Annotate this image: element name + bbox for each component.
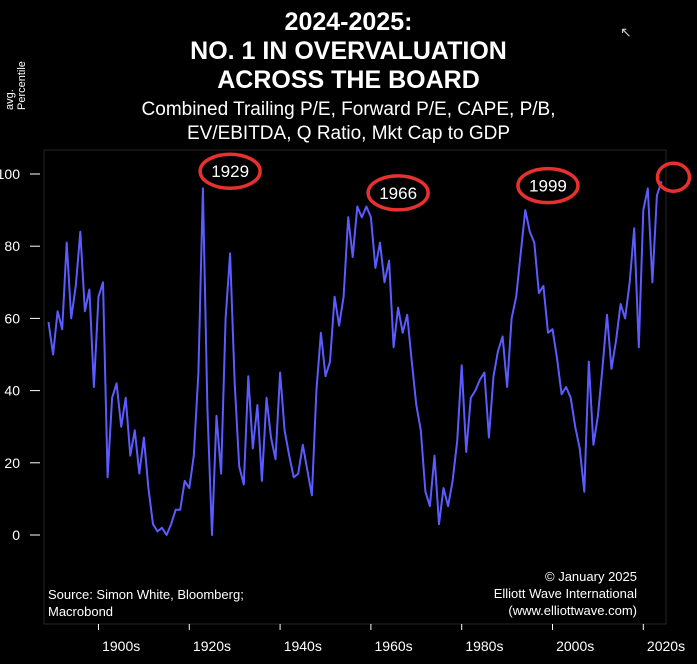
x-tick-label-1940s: 1940s [284,638,322,654]
source-note: Source: Simon White, Bloomberg; Macrobon… [48,586,244,620]
x-tick-label-1900s: 1900s [102,638,140,654]
chart-title-line-3: ACROSS THE BOARD [217,66,480,94]
y-tick-label-60: 60 [4,310,20,326]
chart-subtitle-line-1: Combined Trailing P/E, Forward P/E, CAPE… [141,99,556,120]
y-tick-label-20: 20 [4,455,20,471]
mouse-cursor-icon: ↖ [620,24,632,40]
credit-line-2: Elliott Wave International [493,586,637,601]
y-tick-label-80: 80 [4,238,20,254]
annotation-label-1929: 1929 [211,162,249,181]
series-line-0 [47,180,663,536]
annotation-circle-1999 [516,166,580,205]
x-tick-label-2000s: 2000s [556,638,594,654]
source-line-1: Source: Simon White, Bloomberg; [48,587,244,602]
y-axis-ticks: 0 20 40 60 80 100 [0,166,40,543]
annotation-label-1999: 1999 [529,177,567,196]
series-line [47,180,663,536]
chart-subtitle-line-2: EV/EBITDA, Q Ratio, Mkt Cap to GDP [186,123,511,144]
source-line-2: Macrobond [48,604,114,619]
x-tick-label-2020s: 2020s [647,638,685,654]
x-tick-label-1980s: 1980s [465,638,503,654]
annotation-circle-1966 [366,174,430,212]
annotation-circle-1929 [198,152,262,190]
x-tick-label-1920s: 1920s [193,638,231,654]
chart-title-line-2: NO. 1 IN OVERVALUATION [190,37,507,65]
annotations: 1929 1966 1999 [198,152,692,212]
y-tick-label-0: 0 [12,527,20,543]
x-axis-ticks: 1900s 1920s 1940s 1960s 1980s 2000s 2020s [97,624,685,654]
y-tick-label-40: 40 [4,383,20,399]
credit-line-3: (www.elliottwave.com) [508,603,637,618]
plot-frame [43,149,667,625]
credit-line-1: © January 2025 [545,569,637,584]
x-tick-label-1960s: 1960s [375,638,413,654]
chart-title-line-1: 2024-2025: [284,8,413,36]
annotation-label-1966: 1966 [379,184,417,203]
credit-note: © January 2025 Elliott Wave Internationa… [494,568,637,619]
y-tick-label-100: 100 [0,166,20,182]
annotation-circle-latest [655,161,692,193]
